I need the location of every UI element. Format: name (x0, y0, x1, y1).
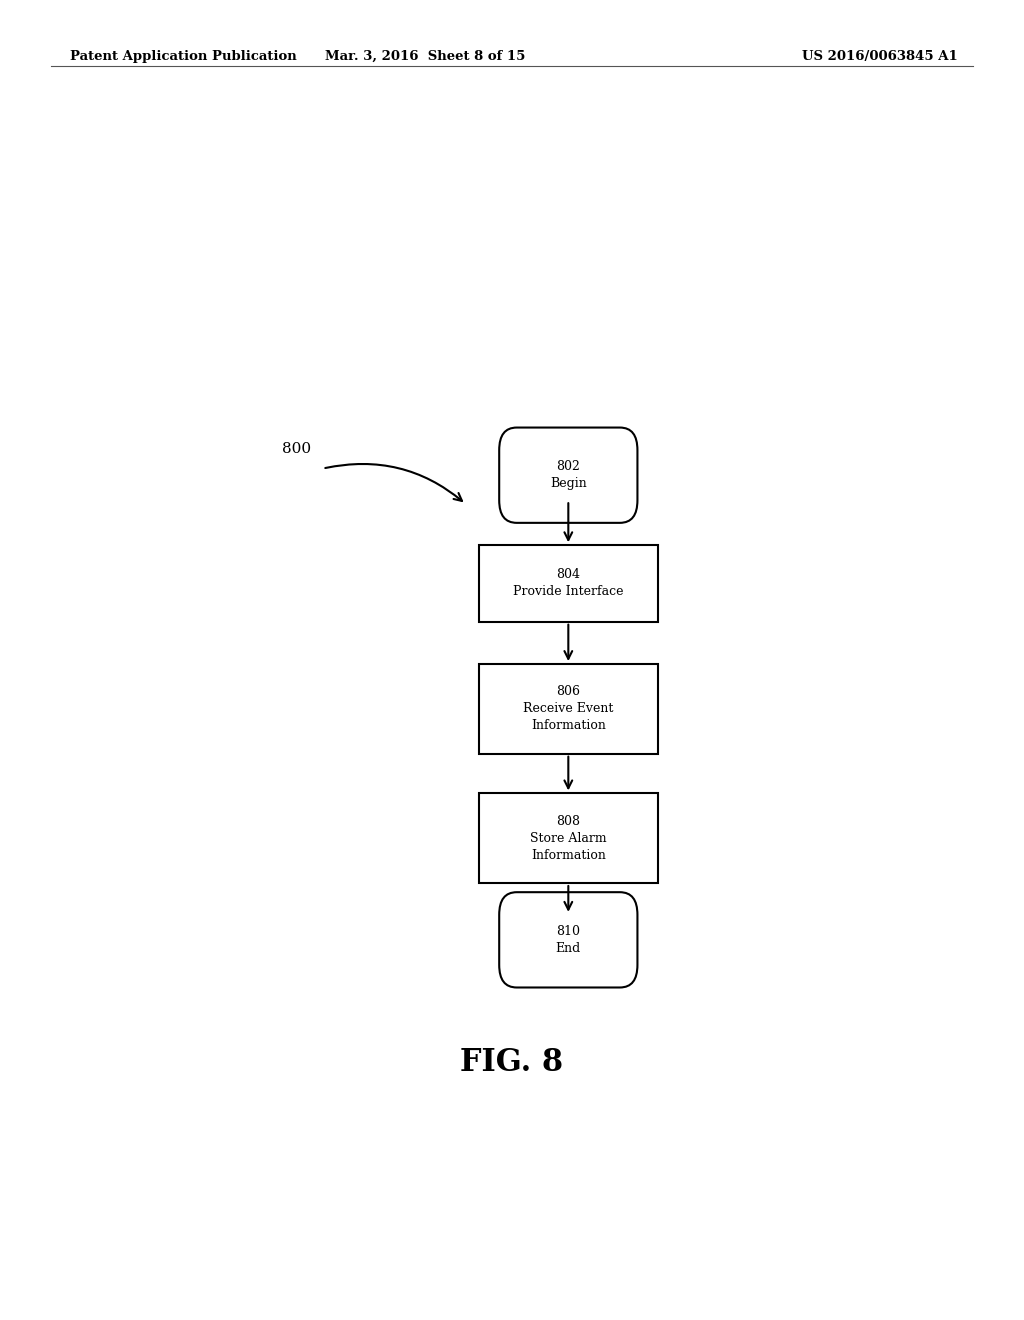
Bar (479, 545, 658, 622)
Text: FIG. 8: FIG. 8 (461, 1047, 563, 1078)
Text: 804
Provide Interface: 804 Provide Interface (513, 569, 624, 598)
Text: US 2016/0063845 A1: US 2016/0063845 A1 (802, 50, 957, 63)
Text: Mar. 3, 2016  Sheet 8 of 15: Mar. 3, 2016 Sheet 8 of 15 (325, 50, 525, 63)
Bar (479, 664, 658, 754)
Text: 808
Store Alarm
Information: 808 Store Alarm Information (530, 814, 606, 862)
Text: 800: 800 (283, 442, 311, 455)
FancyBboxPatch shape (500, 428, 637, 523)
Text: 802
Begin: 802 Begin (550, 461, 587, 490)
Text: Patent Application Publication: Patent Application Publication (70, 50, 296, 63)
Text: 810
End: 810 End (556, 925, 581, 954)
Bar (479, 793, 658, 883)
FancyBboxPatch shape (500, 892, 637, 987)
Text: 806
Receive Event
Information: 806 Receive Event Information (523, 685, 613, 733)
